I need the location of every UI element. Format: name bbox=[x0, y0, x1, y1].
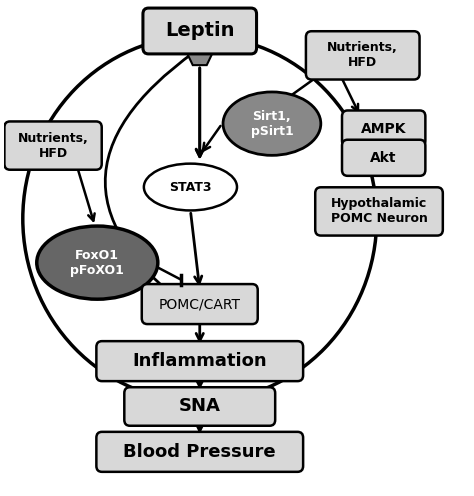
Text: POMC/CART: POMC/CART bbox=[159, 297, 241, 311]
Text: Nutrients,
HFD: Nutrients, HFD bbox=[328, 41, 398, 69]
Ellipse shape bbox=[37, 226, 158, 299]
Text: STAT3: STAT3 bbox=[169, 181, 212, 193]
FancyBboxPatch shape bbox=[4, 122, 102, 170]
Ellipse shape bbox=[223, 92, 321, 155]
Text: FoxO1
pFoXO1: FoxO1 pFoXO1 bbox=[70, 248, 124, 277]
Text: Inflammation: Inflammation bbox=[132, 352, 267, 370]
Text: Leptin: Leptin bbox=[165, 21, 235, 41]
Ellipse shape bbox=[23, 36, 377, 402]
Text: Sirt1,
pSirt1: Sirt1, pSirt1 bbox=[251, 110, 293, 138]
FancyBboxPatch shape bbox=[96, 341, 303, 381]
Text: Nutrients,
HFD: Nutrients, HFD bbox=[18, 131, 89, 160]
FancyBboxPatch shape bbox=[342, 111, 425, 146]
FancyBboxPatch shape bbox=[142, 284, 258, 324]
Text: Akt: Akt bbox=[371, 151, 397, 165]
Polygon shape bbox=[186, 51, 214, 65]
Text: Hypothalamic
POMC Neuron: Hypothalamic POMC Neuron bbox=[330, 197, 428, 225]
FancyBboxPatch shape bbox=[96, 432, 303, 472]
FancyBboxPatch shape bbox=[306, 31, 419, 79]
Ellipse shape bbox=[144, 164, 237, 210]
Text: Blood Pressure: Blood Pressure bbox=[123, 443, 276, 461]
FancyBboxPatch shape bbox=[143, 8, 256, 54]
FancyBboxPatch shape bbox=[315, 187, 443, 236]
FancyBboxPatch shape bbox=[124, 387, 275, 426]
FancyBboxPatch shape bbox=[342, 140, 425, 176]
Text: SNA: SNA bbox=[179, 397, 221, 416]
Text: AMPK: AMPK bbox=[361, 122, 406, 135]
